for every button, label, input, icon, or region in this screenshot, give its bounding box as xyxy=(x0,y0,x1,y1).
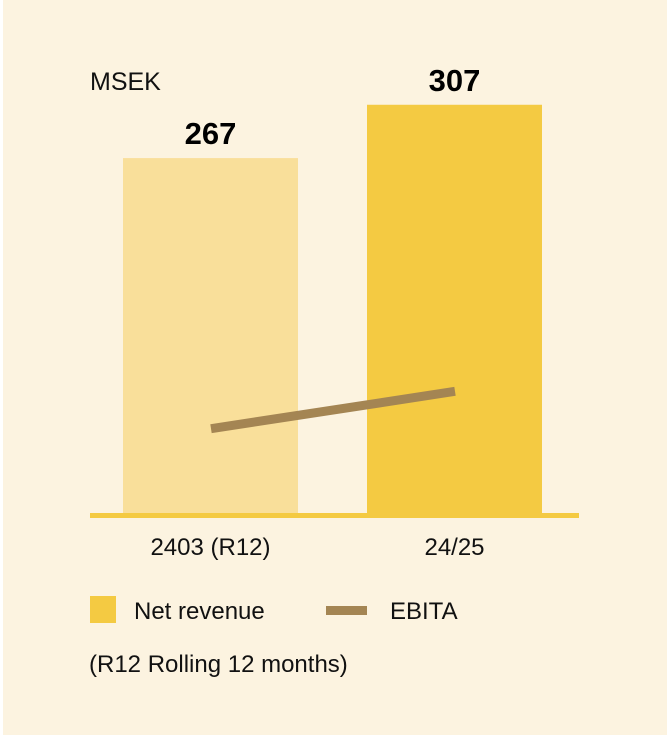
chart-panel: MSEK 267 2403 (R12) 307 24/25 Net revenue EBIT… xyxy=(3,0,667,735)
unit-label: MSEK xyxy=(90,68,161,96)
ebita-line xyxy=(210,386,456,434)
legend-swatch-net-revenue xyxy=(90,596,116,623)
legend-label-net-revenue: Net revenue xyxy=(134,598,265,625)
legend-swatch-ebita xyxy=(326,606,367,615)
legend-label-ebita: EBITA xyxy=(390,598,458,625)
bar-net-revenue-0 xyxy=(123,158,298,515)
category-label-1: 24/25 xyxy=(424,534,484,561)
x-axis-line xyxy=(90,513,579,518)
bar-value-label-0: 267 xyxy=(185,116,237,151)
bar-value-label-1: 307 xyxy=(429,63,481,98)
bar-net-revenue-1 xyxy=(367,104,542,515)
footnote: (R12 Rolling 12 months) xyxy=(89,651,348,678)
category-label-0: 2403 (R12) xyxy=(150,534,270,561)
bar-line-chart: MSEK 267 2403 (R12) 307 24/25 Net revenue EBIT… xyxy=(89,63,579,678)
